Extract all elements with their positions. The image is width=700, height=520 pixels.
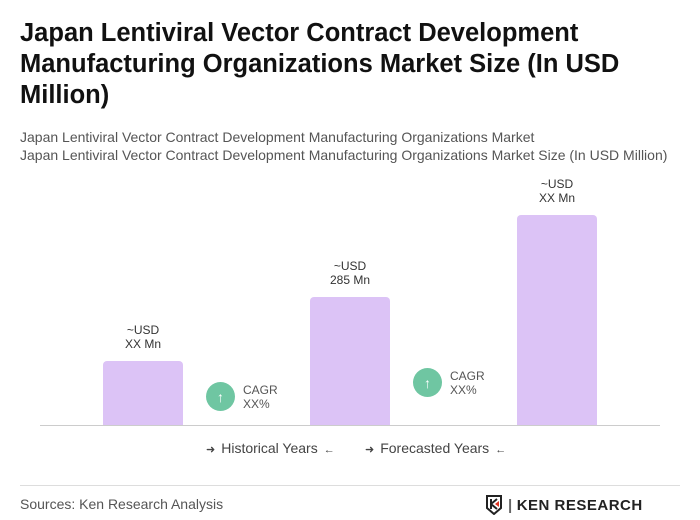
subtitle-2: Japan Lentiviral Vector Contract Develop… xyxy=(20,147,668,163)
cagr-label: CAGR xyxy=(243,382,278,397)
arrow-left-icon: ← xyxy=(323,444,335,456)
data-label-line: ~USD xyxy=(126,322,160,337)
logo-icon xyxy=(486,495,502,515)
subtitle-1: Japan Lentiviral Vector Contract Develop… xyxy=(20,129,535,145)
ken-research-logo: | KEN RESEARCH xyxy=(486,495,643,515)
legend-label: Forecasted Years xyxy=(380,440,490,456)
divider xyxy=(20,485,680,486)
cagr-label: CAGR xyxy=(450,368,485,383)
bar-current xyxy=(310,297,390,425)
data-label: ~USD XX Mn xyxy=(507,177,607,205)
legend-historical: ➜ Historical Years ← xyxy=(200,440,341,456)
cagr-value: XX% xyxy=(243,396,270,411)
arrow-up-icon: ↑ xyxy=(413,368,442,397)
cagr-badge-2: ↑ CAGR XX% xyxy=(413,368,485,397)
legend-label: Historical Years xyxy=(221,440,318,456)
bar-forecast xyxy=(517,214,597,425)
logo-text: KEN RESEARCH xyxy=(516,496,643,514)
data-label-line: XX Mn xyxy=(124,336,161,351)
data-label: ~USD 285 Mn xyxy=(300,259,400,287)
arrow-up-icon: ↑ xyxy=(206,382,235,411)
data-label-line: 285 Mn xyxy=(329,273,371,287)
arrow-left-icon: ← xyxy=(495,444,507,456)
data-label: ~USD XX Mn xyxy=(93,323,193,351)
data-label-line: XX Mn xyxy=(538,190,575,205)
data-label-line: ~USD xyxy=(540,176,574,191)
page-title: Japan Lentiviral Vector Contract Develop… xyxy=(20,19,620,109)
sources-text: Sources: Ken Research Analysis xyxy=(20,496,224,512)
legend-forecasted: ➜ Forecasted Years ← xyxy=(359,440,512,456)
cagr-value: XX% xyxy=(450,382,477,397)
bar-historical xyxy=(103,360,183,425)
arrow-right-icon: ➜ xyxy=(365,444,375,456)
x-axis xyxy=(40,425,660,426)
arrow-right-icon: ➜ xyxy=(206,444,216,456)
cagr-badge-1: ↑ CAGR XX% xyxy=(206,382,278,411)
data-label-line: ~USD xyxy=(333,259,367,273)
